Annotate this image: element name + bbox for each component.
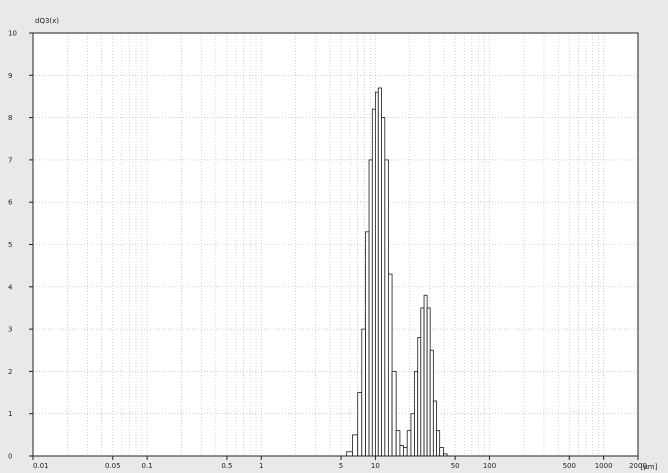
x-axis-label: [µm] — [641, 463, 658, 471]
x-tick-label: 10 — [371, 462, 380, 470]
y-tick-label: 10 — [8, 30, 17, 38]
y-axis-label: dQ3(x) — [35, 17, 59, 25]
histogram-bar — [426, 307, 431, 457]
histogram-bar — [414, 370, 419, 457]
x-tick-label: 100 — [483, 462, 496, 470]
x-tick-label: 5 — [339, 462, 343, 470]
x-tick-label: 0.5 — [221, 462, 232, 470]
x-tick-label: 2000 — [629, 462, 647, 470]
y-tick-label: 0 — [8, 453, 12, 461]
histogram-bar — [374, 91, 379, 457]
histogram-bar — [406, 430, 412, 457]
histogram-bar — [371, 108, 376, 457]
histogram-bar — [365, 231, 370, 457]
histogram-bar — [381, 117, 386, 457]
histogram-bar — [399, 445, 404, 457]
x-tick-label: 500 — [563, 462, 576, 470]
histogram-bar — [395, 430, 401, 457]
histogram-bar — [429, 349, 434, 457]
y-tick-label: 5 — [8, 241, 12, 249]
histogram-bar — [346, 451, 353, 457]
grid-lines — [33, 33, 638, 456]
histogram-bar — [352, 434, 359, 457]
x-tick-label: 0.1 — [142, 462, 153, 470]
y-tick-label: 8 — [8, 114, 12, 122]
histogram-bar — [420, 307, 425, 457]
x-tick-label: 50 — [451, 462, 460, 470]
y-tick-label: 1 — [8, 410, 12, 418]
histogram-bar — [387, 273, 393, 457]
x-tick-label: 0.05 — [105, 462, 121, 470]
x-tick-label: 1000 — [595, 462, 613, 470]
histogram-bar — [377, 87, 382, 457]
histogram-bar — [391, 370, 397, 457]
histogram-bar — [368, 159, 373, 457]
histogram-bar — [432, 400, 437, 457]
x-tick-label: 0.01 — [33, 462, 49, 470]
histogram-bars — [346, 87, 448, 457]
y-tick-label: 6 — [8, 199, 13, 207]
x-tick-label: 1 — [259, 462, 263, 470]
histogram-bar — [410, 413, 415, 457]
y-tick-label: 3 — [8, 326, 12, 334]
histogram-bar — [439, 447, 444, 457]
histogram-bar — [384, 159, 389, 457]
histogram-bar — [361, 328, 366, 457]
histogram-bar — [423, 294, 428, 457]
y-axis-ticks: 0 1 2 3 4 5 6 7 8 9 10 — [8, 30, 33, 461]
y-tick-label: 9 — [8, 72, 12, 80]
histogram-bar — [417, 337, 422, 457]
y-tick-label: 2 — [8, 368, 12, 376]
y-tick-label: 7 — [8, 156, 12, 164]
histogram-bar — [357, 392, 363, 457]
histogram-bar — [436, 430, 441, 457]
x-axis-ticks: 0.01 0.05 0.1 0.5 1 5 10 50 100 500 1000 2000 — [32, 456, 647, 470]
y-tick-label: 4 — [8, 283, 13, 291]
histogram-bar — [403, 447, 408, 457]
